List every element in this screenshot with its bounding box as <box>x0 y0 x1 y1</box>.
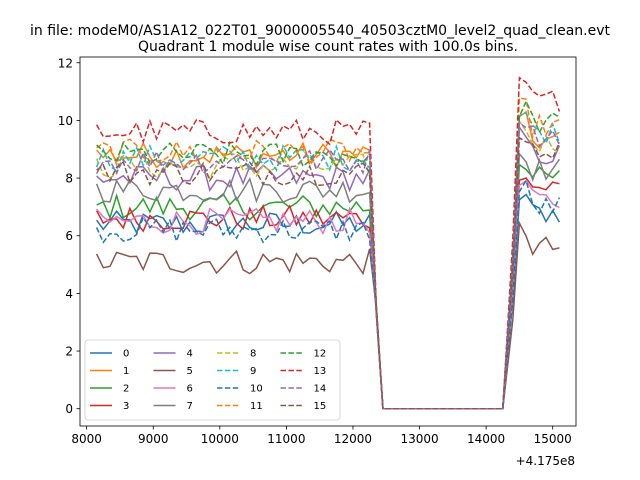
series-line-15 <box>96 136 561 410</box>
x-tick-label: 13000 <box>400 432 438 446</box>
chart-title: Quadrant 1 module wise count rates with … <box>138 39 518 55</box>
legend-label-2: 2 <box>123 384 129 395</box>
legend-label-7: 7 <box>187 401 193 412</box>
x-tick-label: 11000 <box>267 432 305 446</box>
figure-suptitle: in file: modeM0/AS1A12_022T01_9000005540… <box>30 23 611 39</box>
legend-label-1: 1 <box>123 366 129 377</box>
x-tick-label: 15000 <box>534 432 572 446</box>
legend-label-4: 4 <box>187 349 193 360</box>
legend-label-15: 15 <box>314 401 327 412</box>
plot-area <box>79 56 577 427</box>
series-line-8 <box>95 119 560 410</box>
legend-label-13: 13 <box>314 366 327 377</box>
x-tick-label: 9000 <box>138 432 169 446</box>
y-tick-label: 10 <box>58 114 73 128</box>
y-tick-label: 0 <box>65 402 73 416</box>
axes-frame <box>79 56 577 427</box>
legend-label-6: 6 <box>187 384 193 395</box>
legend-label-12: 12 <box>314 349 327 360</box>
legend-label-5: 5 <box>187 366 193 377</box>
legend-label-14: 14 <box>314 384 327 395</box>
x-axis: 8000 9000 10000 11000 12000 13000 14000 15000 <box>71 426 572 446</box>
x-tick-label: 14000 <box>467 432 505 446</box>
legend-label-10: 10 <box>250 384 263 395</box>
y-tick-label: 12 <box>58 56 73 70</box>
legend-label-3: 3 <box>123 401 129 412</box>
y-axis: 0 2 4 6 8 10 12 <box>58 56 80 416</box>
legend-label-8: 8 <box>250 349 256 360</box>
legend-label-11: 11 <box>250 401 263 412</box>
legend-frame <box>84 339 341 421</box>
x-tick-label: 8000 <box>71 432 102 446</box>
y-tick-label: 6 <box>65 229 73 243</box>
x-tick-label: 12000 <box>334 432 372 446</box>
x-axis-offset-label: +4.175e8 <box>516 454 575 468</box>
legend-label-9: 9 <box>250 366 256 377</box>
y-tick-label: 4 <box>65 287 73 301</box>
y-tick-label: 2 <box>65 345 73 359</box>
y-tick-label: 8 <box>65 172 73 186</box>
x-tick-label: 10000 <box>201 432 239 446</box>
series-line-14 <box>95 121 561 410</box>
legend-label-0: 0 <box>123 349 129 360</box>
